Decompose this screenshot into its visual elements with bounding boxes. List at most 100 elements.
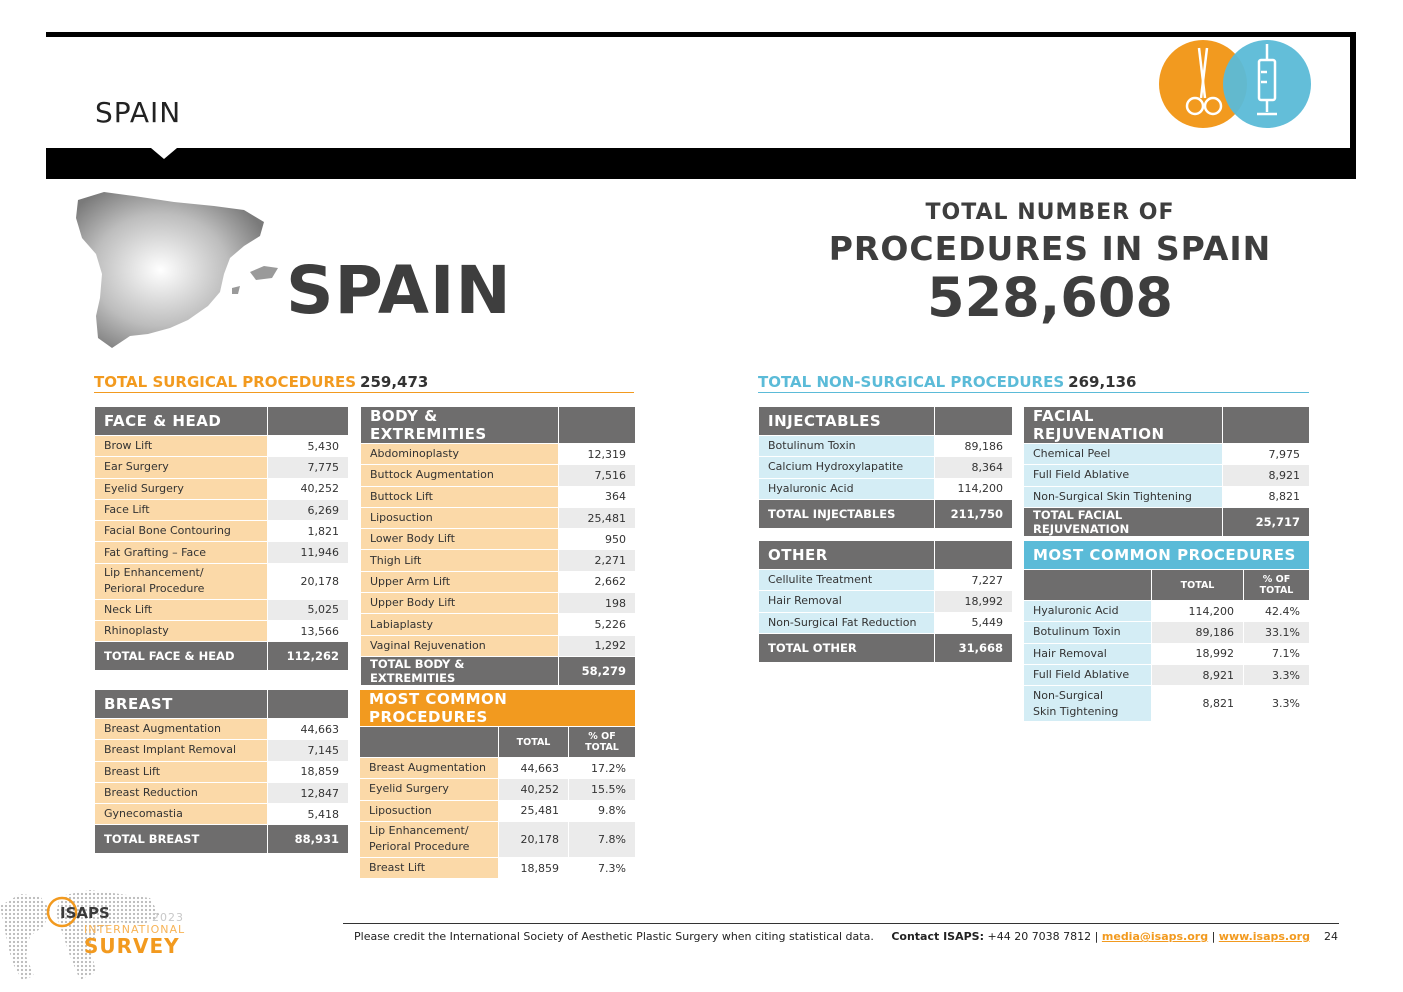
- row-label: Non-Surgical Fat Reduction: [758, 611, 935, 634]
- table-title: OTHER: [758, 540, 935, 570]
- table-total-row: TOTAL OTHER 31,668: [758, 632, 1013, 663]
- table-row: Breast Augmentation 44,663: [94, 717, 349, 741]
- table-row: Lip Enhancement/ Perioral Procedure 20,17…: [94, 562, 349, 600]
- row-label: Breast Augmentation: [94, 717, 268, 741]
- row-value: 7,975: [1222, 442, 1310, 466]
- row-label: Cellulite Treatment: [758, 568, 935, 592]
- total-value: 112,262: [267, 641, 349, 672]
- row-label: Vaginal Rejuvenation: [360, 634, 559, 657]
- table-row: Abdominoplasty 12,319: [360, 442, 636, 466]
- logo-year: 2023: [152, 911, 184, 924]
- row-value: 364: [558, 485, 636, 508]
- table-row: Hyaluronic Acid 114,200 42.4%: [1023, 599, 1310, 623]
- row-label: Liposuction: [360, 506, 559, 530]
- table-row: Botulinum Toxin 89,186: [758, 434, 1013, 458]
- table-total-row: TOTAL BODY & EXTREMITIES 58,279: [360, 655, 636, 686]
- table-row: Labiaplasty 5,226: [360, 613, 636, 636]
- row-label: Hair Removal: [758, 590, 935, 613]
- row-value: 6,269: [267, 498, 349, 522]
- footer-email-link[interactable]: media@isaps.org: [1101, 930, 1209, 943]
- row-label: Liposuction: [359, 799, 499, 822]
- row-total: 25,481: [498, 799, 569, 822]
- row-value: 11,946: [267, 541, 349, 564]
- total-value: 31,668: [934, 632, 1013, 663]
- row-label: Lip Enhancement/ Perioral Procedure: [359, 820, 499, 858]
- row-label: Lip Enhancement/ Perioral Procedure: [94, 562, 268, 600]
- row-label: Labiaplasty: [360, 613, 559, 636]
- table-row: Fat Grafting – Face 11,946: [94, 541, 349, 564]
- page-title: SPAIN: [95, 96, 182, 129]
- subheader-blank: [1023, 569, 1152, 601]
- table-row: Liposuction 25,481: [360, 506, 636, 530]
- total-label: TOTAL FACE & HEAD: [94, 641, 268, 672]
- row-label: Neck Lift: [94, 598, 268, 622]
- row-value: 2,662: [558, 570, 636, 594]
- row-label: Buttock Augmentation: [360, 464, 559, 487]
- table-row: Buttock Augmentation 7,516: [360, 464, 636, 487]
- row-pct: 15.5%: [568, 778, 636, 801]
- row-value: 114,200: [934, 477, 1013, 500]
- row-value: 7,227: [934, 568, 1013, 592]
- row-label: Gynecomastia: [94, 803, 268, 826]
- table-header-blank: [934, 540, 1013, 570]
- subheader-total: TOTAL: [498, 726, 569, 758]
- row-label: Botulinum Toxin: [758, 434, 935, 458]
- facial-rejuvenation-table: FACIAL REJUVENATION Chemical Peel 7,975 Ful…: [1023, 406, 1310, 537]
- table-total-row: TOTAL BREAST 88,931: [94, 824, 349, 855]
- row-value: 89,186: [934, 434, 1013, 458]
- row-total: 18,859: [498, 856, 569, 880]
- row-label: Ear Surgery: [94, 456, 268, 479]
- table-title: BODY & EXTREMITIES: [360, 406, 559, 444]
- table-header-blank: [558, 406, 636, 444]
- table-row: Chemical Peel 7,975: [1023, 442, 1310, 466]
- footer-contact-label: Contact ISAPS:: [891, 930, 984, 943]
- table-header-row: BREAST: [94, 689, 349, 719]
- table-row: Rhinoplasty 13,566: [94, 620, 349, 643]
- table-row: Upper Arm Lift 2,662: [360, 570, 636, 594]
- table-row: Eyelid Surgery 40,252: [94, 477, 349, 500]
- footer-credit-text: Please credit the International Society …: [354, 930, 874, 943]
- table-row: Neck Lift 5,025: [94, 598, 349, 622]
- row-pct: 7.8%: [568, 820, 636, 858]
- row-value: 8,364: [934, 456, 1013, 479]
- surgical-section-title: TOTAL SURGICAL PROCEDURES 259,473: [94, 373, 634, 393]
- table-title: FACIAL REJUVENATION: [1023, 406, 1223, 444]
- row-value: 5,449: [934, 611, 1013, 634]
- row-total: 20,178: [498, 820, 569, 858]
- row-label: Upper Body Lift: [360, 592, 559, 615]
- footer-web-link[interactable]: www.isaps.org: [1218, 930, 1310, 943]
- row-label: Calcium Hydroxylapatite: [758, 456, 935, 479]
- table-title: BREAST: [94, 689, 268, 719]
- table-row: Non-Surgical Fat Reduction 5,449: [758, 611, 1013, 634]
- row-total: 114,200: [1151, 599, 1244, 623]
- row-value: 2,271: [558, 549, 636, 572]
- row-value: 950: [558, 528, 636, 551]
- row-pct: 7.3%: [568, 856, 636, 880]
- row-label: Breast Implant Removal: [94, 739, 268, 762]
- total-value: 211,750: [934, 498, 1013, 529]
- table-row: Breast Implant Removal 7,145: [94, 739, 349, 762]
- row-value: 1,821: [267, 520, 349, 543]
- table-header-row: FACIAL REJUVENATION: [1023, 406, 1310, 444]
- country-name: SPAIN: [286, 252, 512, 329]
- footer-sep: |: [1211, 930, 1216, 943]
- table-subheader-row: TOTAL% OF TOTAL: [359, 726, 636, 758]
- row-label: Breast Augmentation: [359, 756, 499, 780]
- row-label: Brow Lift: [94, 434, 268, 458]
- row-label: Chemical Peel: [1023, 442, 1223, 466]
- row-pct: 3.3%: [1243, 685, 1310, 723]
- row-label: Face Lift: [94, 498, 268, 522]
- table-row: Vaginal Rejuvenation 1,292: [360, 634, 636, 657]
- row-value: 12,847: [267, 781, 349, 805]
- breast-table: BREAST Breast Augmentation 44,663 Breast Im…: [94, 689, 349, 855]
- row-label: Hyaluronic Acid: [758, 477, 935, 500]
- table-header-row: MOST COMMON PROCEDURES: [359, 689, 636, 727]
- row-value: 20,178: [267, 562, 349, 600]
- nonsurgical-title-label: TOTAL NON-SURGICAL PROCEDURES: [758, 373, 1065, 391]
- table-row: Non-Surgical Skin Tightening 8,821: [1023, 485, 1310, 508]
- table-row: Cellulite Treatment 7,227: [758, 568, 1013, 592]
- table-row: Gynecomastia 5,418: [94, 803, 349, 826]
- row-value: 18,859: [267, 760, 349, 783]
- total-label: TOTAL OTHER: [758, 632, 935, 663]
- surgical-title-label: TOTAL SURGICAL PROCEDURES: [94, 373, 357, 391]
